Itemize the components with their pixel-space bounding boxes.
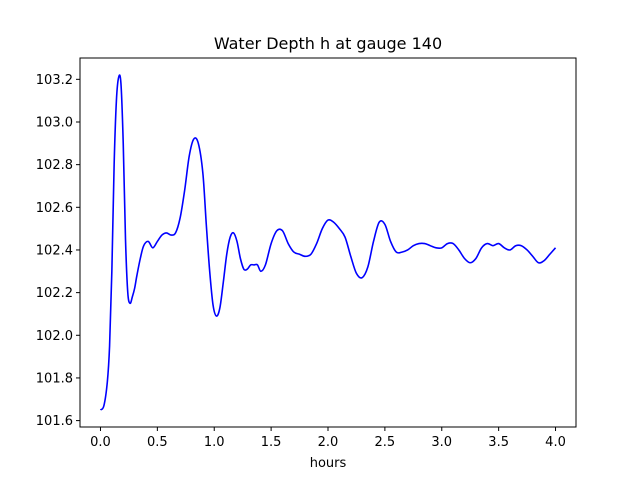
y-tick-label: 101.8 [36, 371, 73, 386]
chart-title: Water Depth h at gauge 140 [214, 34, 442, 53]
y-tick-label: 103.2 [36, 73, 73, 88]
x-tick-label: 1.5 [261, 435, 282, 450]
x-tick-label: 4.0 [545, 435, 566, 450]
series-line [99, 74, 557, 411]
y-tick-label: 102.2 [36, 286, 73, 301]
x-tick-label: 3.0 [431, 435, 452, 450]
y-tick-label: 101.6 [36, 414, 73, 429]
x-tick-label: 3.5 [488, 435, 509, 450]
x-axis-ticks: 0.0 0.5 1.0 1.5 2.0 2.5 3.0 3.5 4.0 [90, 427, 566, 450]
y-tick-label: 103.0 [36, 115, 73, 130]
y-tick-label: 102.4 [36, 243, 73, 258]
x-axis-label: hours [310, 456, 347, 471]
y-axis-ticks: 101.6 101.8 102.0 102.2 102.4 102.6 102.8 103.0… [36, 73, 80, 429]
series-layer [99, 74, 557, 411]
x-tick-label: 0.0 [90, 435, 111, 450]
y-tick-label: 102.6 [36, 201, 73, 216]
x-tick-label: 2.5 [375, 435, 396, 450]
plot-area-frame [79, 57, 577, 428]
y-tick-label: 102.0 [36, 329, 73, 344]
y-tick-label: 102.8 [36, 158, 73, 173]
x-tick-label: 0.5 [147, 435, 168, 450]
x-tick-label: 1.0 [204, 435, 225, 450]
x-tick-label: 2.0 [318, 435, 339, 450]
